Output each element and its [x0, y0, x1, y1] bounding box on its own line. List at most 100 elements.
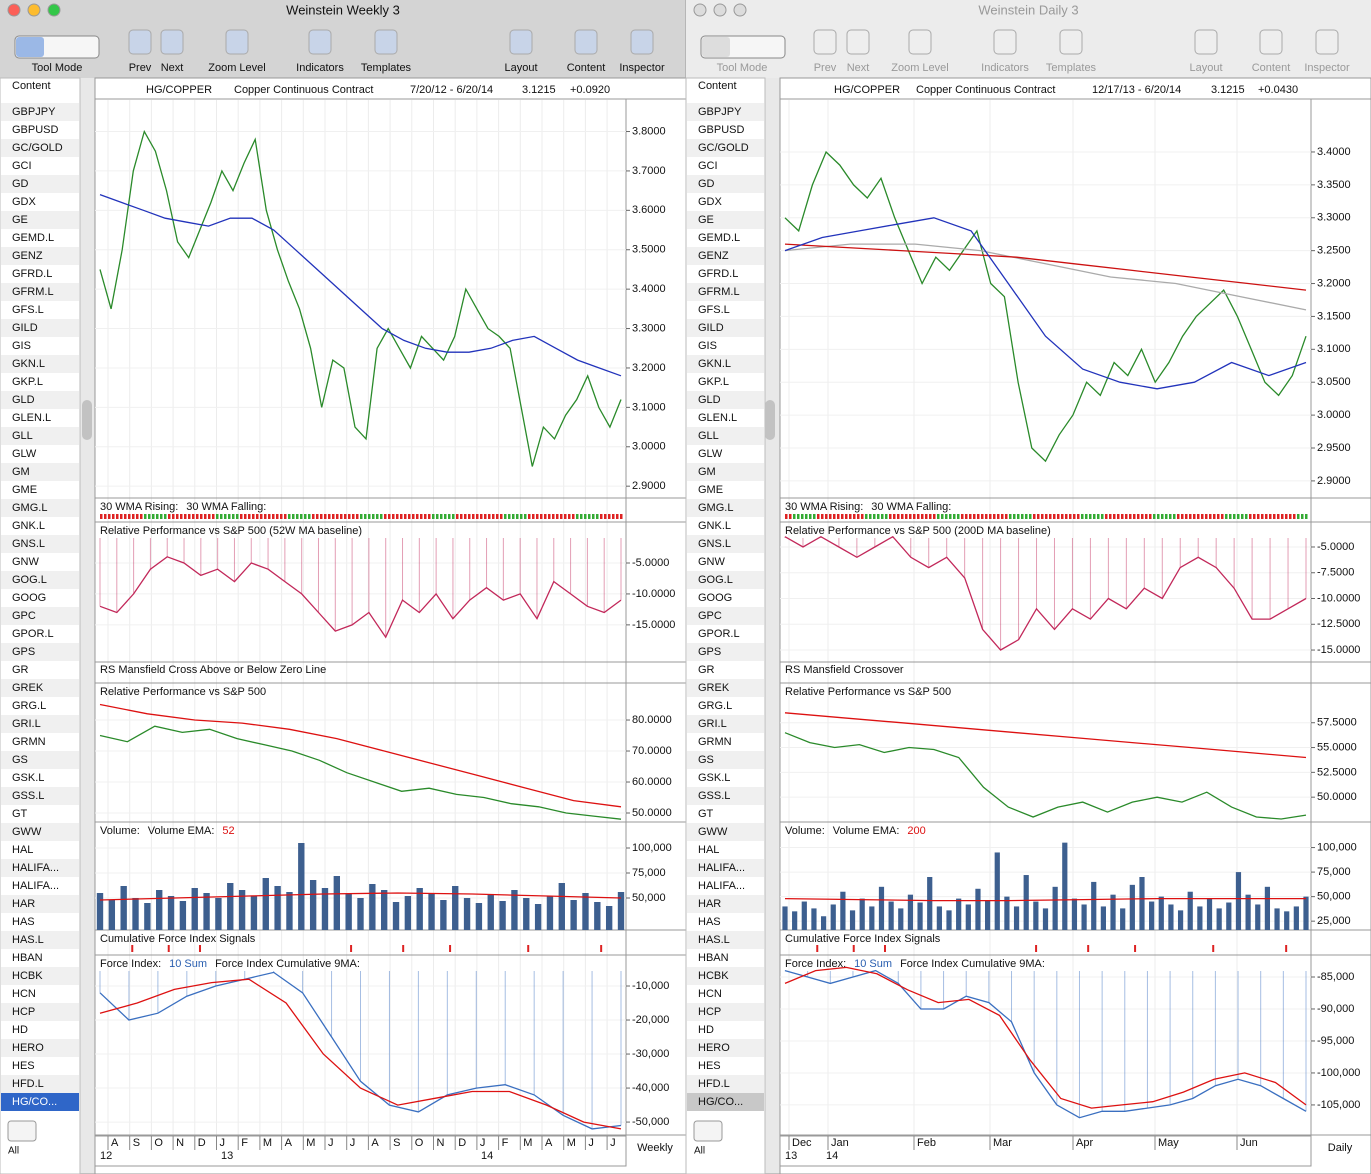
- sidebar-row[interactable]: [1, 1003, 79, 1021]
- toolbar-icon[interactable]: [1315, 29, 1339, 55]
- sidebar-item[interactable]: GT: [12, 808, 28, 820]
- sidebar-row[interactable]: [1, 1057, 79, 1075]
- sidebar-item[interactable]: HCBK: [12, 970, 43, 982]
- sidebar-item[interactable]: GFS.L: [698, 304, 730, 316]
- sidebar-item[interactable]: GILD: [698, 322, 724, 334]
- sidebar-row[interactable]: [687, 103, 764, 121]
- sidebar-item[interactable]: GR: [12, 664, 29, 676]
- sidebar-item[interactable]: GNK.L: [12, 520, 45, 532]
- sidebar-row[interactable]: [687, 499, 764, 517]
- sidebar-row[interactable]: [687, 607, 764, 625]
- sidebar-item[interactable]: GKP.L: [698, 376, 729, 388]
- sidebar-item[interactable]: HD: [698, 1024, 714, 1036]
- toolbar-icon[interactable]: [846, 29, 870, 55]
- sidebar-item[interactable]: GOOG: [12, 592, 46, 604]
- toolbar-label[interactable]: Prev: [129, 62, 152, 74]
- toolbar-icon[interactable]: [225, 29, 249, 55]
- sidebar-item[interactable]: GSS.L: [12, 790, 44, 802]
- sidebar-item[interactable]: GILD: [12, 322, 38, 334]
- sidebar-item[interactable]: GRG.L: [698, 700, 732, 712]
- toolbar-icon[interactable]: [374, 29, 398, 55]
- sidebar-item[interactable]: GKN.L: [12, 358, 45, 370]
- sidebar-item[interactable]: HCN: [698, 988, 722, 1000]
- sidebar-row[interactable]: [1, 643, 79, 661]
- sidebar-row[interactable]: [687, 823, 764, 841]
- sidebar-row[interactable]: [1, 1093, 79, 1111]
- sidebar-row[interactable]: [687, 931, 764, 949]
- sidebar-item[interactable]: GRMN: [698, 736, 732, 748]
- sidebar-item[interactable]: HCP: [698, 1006, 721, 1018]
- sidebar-row[interactable]: [687, 283, 764, 301]
- sidebar-row[interactable]: [1, 463, 79, 481]
- sidebar-item[interactable]: GE: [698, 214, 714, 226]
- toolbar-label[interactable]: Zoom Level: [208, 62, 265, 74]
- sidebar-item[interactable]: HAR: [12, 898, 35, 910]
- sidebar-item[interactable]: GS: [12, 754, 28, 766]
- toolbar-icon[interactable]: [1259, 29, 1283, 55]
- sidebar-item[interactable]: GT: [698, 808, 714, 820]
- sidebar-row[interactable]: [1, 715, 79, 733]
- sidebar-row[interactable]: [687, 679, 764, 697]
- sidebar-item[interactable]: GEMD.L: [698, 232, 740, 244]
- sidebar-item[interactable]: HAR: [698, 898, 721, 910]
- sidebar-row[interactable]: [1, 571, 79, 589]
- sidebar-item[interactable]: GOG.L: [698, 574, 733, 586]
- sidebar-row[interactable]: [687, 247, 764, 265]
- sidebar-row[interactable]: [687, 139, 764, 157]
- sidebar-item[interactable]: HAS: [12, 916, 35, 928]
- sidebar-row[interactable]: [1, 661, 79, 679]
- sidebar-item[interactable]: GREK: [12, 682, 44, 694]
- sidebar-row[interactable]: [1, 409, 79, 427]
- sidebar-gear[interactable]: [693, 1120, 723, 1142]
- toolbar-icon[interactable]: [128, 29, 152, 55]
- sidebar-row[interactable]: [687, 517, 764, 535]
- sidebar-row[interactable]: [1, 859, 79, 877]
- sidebar-row[interactable]: [1, 139, 79, 157]
- toolbar-label[interactable]: Content: [567, 62, 606, 74]
- sidebar-row[interactable]: [687, 589, 764, 607]
- sidebar-item[interactable]: GFRD.L: [698, 268, 738, 280]
- sidebar-row[interactable]: [1, 895, 79, 913]
- sidebar-item[interactable]: GLEN.L: [698, 412, 737, 424]
- sidebar-row[interactable]: [687, 769, 764, 787]
- sidebar-item[interactable]: GPS: [12, 646, 35, 658]
- sidebar-item[interactable]: HES: [698, 1060, 721, 1072]
- sidebar-item[interactable]: GLW: [12, 448, 37, 460]
- sidebar-row[interactable]: [687, 913, 764, 931]
- sidebar-row[interactable]: [687, 337, 764, 355]
- sidebar-item[interactable]: HALIFA...: [698, 862, 745, 874]
- sidebar-row[interactable]: [1, 805, 79, 823]
- sidebar-row[interactable]: [1, 1021, 79, 1039]
- sidebar-row[interactable]: [1, 733, 79, 751]
- sidebar-item[interactable]: GFRD.L: [12, 268, 52, 280]
- sidebar-row[interactable]: [687, 985, 764, 1003]
- sidebar-item[interactable]: GOOG: [698, 592, 732, 604]
- sidebar-item[interactable]: GLD: [698, 394, 721, 406]
- sidebar-item[interactable]: GMG.L: [698, 502, 733, 514]
- sidebar-row[interactable]: [1, 841, 79, 859]
- toolbar-icon[interactable]: [908, 29, 932, 55]
- sidebar-row[interactable]: [687, 319, 764, 337]
- sidebar-row[interactable]: [687, 1093, 764, 1111]
- sidebar-item[interactable]: GRG.L: [12, 700, 46, 712]
- sidebar-item[interactable]: HG/CO...: [12, 1096, 57, 1108]
- sidebar-row[interactable]: [687, 373, 764, 391]
- sidebar-item[interactable]: GC/GOLD: [12, 142, 63, 154]
- sidebar-item[interactable]: GNW: [698, 556, 726, 568]
- sidebar-item[interactable]: HBAN: [12, 952, 43, 964]
- sidebar-row[interactable]: [1, 427, 79, 445]
- sidebar-item[interactable]: GENZ: [12, 250, 43, 262]
- toolbar-icon[interactable]: [308, 29, 332, 55]
- sidebar-row[interactable]: [1, 535, 79, 553]
- sidebar-item[interactable]: GFRM.L: [698, 286, 740, 298]
- toolbar-icon[interactable]: [574, 29, 598, 55]
- period-label[interactable]: Weekly: [637, 1142, 673, 1154]
- sidebar-item[interactable]: HAS.L: [698, 934, 730, 946]
- sidebar-item[interactable]: GPC: [698, 610, 722, 622]
- sidebar-item[interactable]: GRI.L: [12, 718, 41, 730]
- sidebar-row[interactable]: [687, 643, 764, 661]
- sidebar-item[interactable]: GM: [12, 466, 30, 478]
- sidebar-row[interactable]: [687, 1057, 764, 1075]
- sidebar-row[interactable]: [1, 625, 79, 643]
- toolbar-label[interactable]: Next: [847, 62, 870, 74]
